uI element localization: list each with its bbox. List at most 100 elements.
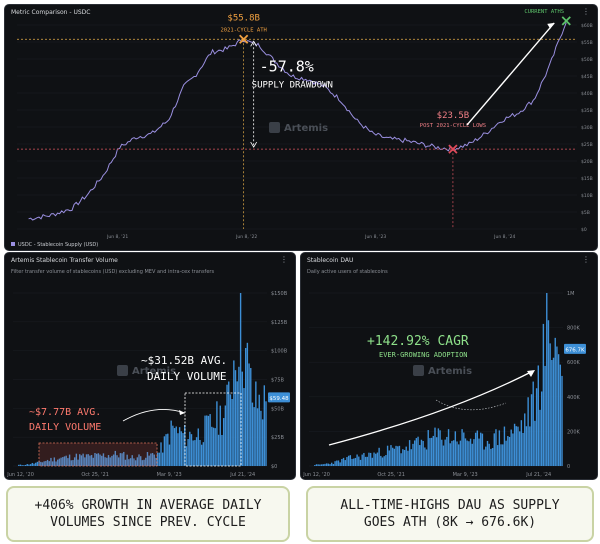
bar xyxy=(75,453,78,466)
bar xyxy=(204,415,206,466)
bar xyxy=(556,346,558,466)
bar xyxy=(513,423,516,466)
bar xyxy=(390,445,392,466)
bar xyxy=(354,457,357,466)
bar xyxy=(121,453,123,466)
bar xyxy=(408,440,411,466)
bar xyxy=(559,364,562,466)
bar xyxy=(376,452,379,466)
bar xyxy=(177,433,179,466)
peak-marker-icon xyxy=(239,34,249,44)
bar xyxy=(517,426,519,466)
bar xyxy=(441,439,443,466)
bar xyxy=(163,436,166,466)
bar xyxy=(417,436,419,466)
bar xyxy=(395,445,397,466)
bar xyxy=(243,388,245,466)
peak-label: 2021-CYCLE ATH xyxy=(220,27,266,33)
bar xyxy=(178,427,181,466)
bar xyxy=(359,459,362,466)
bar xyxy=(133,458,135,466)
bar xyxy=(206,415,208,466)
bar xyxy=(364,456,367,466)
bar xyxy=(520,420,523,466)
bar xyxy=(476,430,479,466)
growth-arrow-head xyxy=(179,410,185,415)
dau-panel: Stablecoin DAU Daily active users of sta… xyxy=(300,252,598,480)
bar xyxy=(554,337,556,466)
bar xyxy=(129,458,132,466)
bar xyxy=(92,457,94,466)
more-options-icon[interactable]: ⋮ xyxy=(582,255,591,264)
bar xyxy=(29,464,32,466)
drawdown-value: -57.8% xyxy=(260,57,314,75)
bar xyxy=(41,462,44,466)
watermark: Artemis xyxy=(284,123,328,134)
bar xyxy=(28,464,30,466)
bar xyxy=(114,450,116,466)
bar xyxy=(145,457,147,466)
bar xyxy=(557,354,560,466)
bar xyxy=(542,323,545,466)
bar xyxy=(231,399,233,466)
bar xyxy=(89,455,91,466)
bar xyxy=(119,453,122,466)
bar xyxy=(539,409,541,466)
bar xyxy=(106,457,108,466)
bar xyxy=(148,455,150,466)
bar xyxy=(102,453,105,466)
more-options-icon[interactable]: ⋮ xyxy=(280,255,289,264)
bar xyxy=(473,439,475,466)
y-tick-label: $25B xyxy=(271,435,285,441)
bar xyxy=(551,360,553,466)
dau-caption: ALL-TIME-HIGHS DAU AS SUPPLY GOES ATH (8… xyxy=(306,486,594,542)
bar xyxy=(165,434,167,466)
bar xyxy=(70,460,72,466)
bar xyxy=(468,441,470,466)
bar xyxy=(491,448,494,466)
bar xyxy=(26,464,28,466)
bar xyxy=(155,457,157,466)
bar xyxy=(182,433,184,466)
bar xyxy=(140,456,142,466)
current-cycle-region xyxy=(184,392,242,467)
bar xyxy=(35,462,37,466)
current-label: CURRENT ATHS xyxy=(524,9,564,15)
bar xyxy=(172,425,174,466)
more-options-icon[interactable]: ⋮ xyxy=(582,7,591,16)
bar xyxy=(358,456,360,466)
volume-caption-line2: VOLUMES SINCE PREV. CYCLE xyxy=(50,515,246,530)
bar xyxy=(344,460,346,466)
bar xyxy=(327,463,330,466)
transfer-volume-subtitle: Filter transfer volume of stablecoins (U… xyxy=(11,269,215,275)
bar xyxy=(385,455,387,466)
bar xyxy=(195,437,198,466)
bar xyxy=(500,444,502,466)
bar xyxy=(402,449,404,466)
artemis-logo-icon xyxy=(117,365,128,376)
bar xyxy=(143,459,145,466)
bar xyxy=(131,455,133,466)
bar xyxy=(173,428,176,466)
prev-cycle-region xyxy=(38,442,158,467)
y-tick-label: $35B xyxy=(581,108,593,114)
bar xyxy=(214,428,216,466)
transfer-volume-panel: Artemis Stablecoin Transfer Volume Filte… xyxy=(4,252,296,480)
bar xyxy=(471,443,473,466)
bar xyxy=(527,397,529,466)
bar xyxy=(463,432,465,466)
y-tick-label: $150B xyxy=(271,291,288,297)
y-tick-label: $0 xyxy=(581,227,587,233)
bar xyxy=(141,460,144,466)
x-tick-label: Jun 8, '23 xyxy=(364,234,386,240)
y-tick-label: $40B xyxy=(581,91,593,97)
bar xyxy=(478,438,480,466)
bar xyxy=(45,460,47,466)
prev-cycle-label: DAILY VOLUME xyxy=(29,422,101,433)
value-badge xyxy=(564,343,586,354)
bar xyxy=(496,445,499,466)
bar xyxy=(246,342,249,466)
bar xyxy=(419,445,421,466)
bar xyxy=(413,440,416,466)
bar xyxy=(156,452,159,466)
